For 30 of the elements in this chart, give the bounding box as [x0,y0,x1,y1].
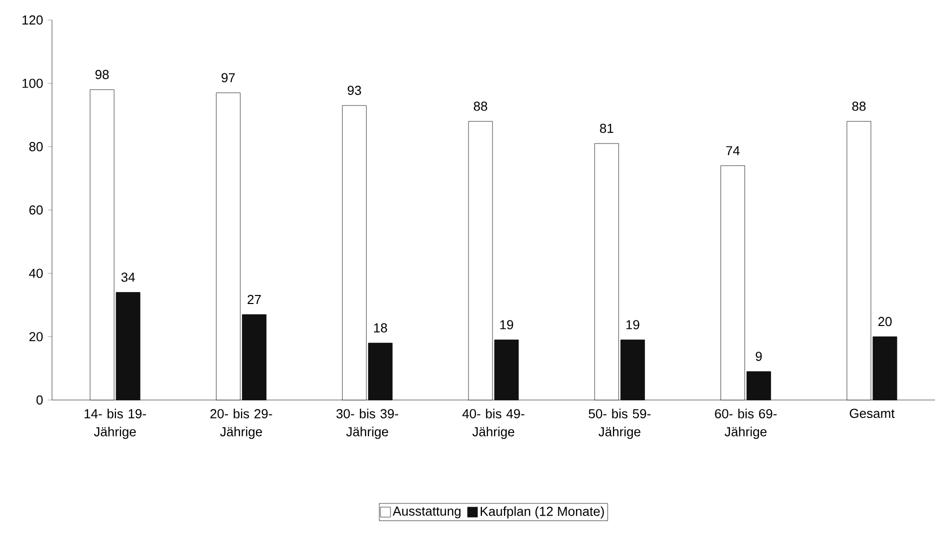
data-label: 93 [348,86,362,95]
data-label: 97 [222,73,235,82]
data-label: 98 [95,70,109,80]
legend-label: Ausstattung [392,506,460,518]
x-tick-label: 60- bis 69- Jährige [715,408,777,439]
data-label: 88 [852,102,866,111]
x-tick-label: 50- bis 59- Jährige [588,408,650,439]
data-label: 74 [726,146,740,156]
y-tick-label: 40 [29,268,43,278]
data-label: 19 [500,320,514,330]
data-label: 27 [248,294,261,304]
data-label: 19 [626,320,640,330]
data-label: 34 [121,272,135,282]
y-tick-label: 120 [22,15,43,25]
data-label: 9 [756,352,762,361]
x-tick-label: 40- bis 49- Jährige [462,408,524,439]
y-tick-label: 20 [29,332,43,342]
data-label: 18 [374,323,388,332]
y-tick-label: 100 [22,78,43,88]
data-label: 20 [878,316,892,326]
y-tick-label: 80 [29,142,43,152]
legend-label: Kaufplan (12 Monate) [480,506,604,519]
data-label: 81 [600,124,614,133]
x-tick-label: 14- bis 19- Jährige [84,408,146,439]
x-tick-label: 20- bis 29- Jährige [210,408,272,439]
y-tick-label: 60 [29,205,43,215]
x-tick-label: Gesamt [850,408,895,418]
x-tick-label: 30- bis 39- Jährige [336,408,398,439]
data-label: 88 [474,102,488,111]
y-tick-label: 0 [36,395,43,405]
